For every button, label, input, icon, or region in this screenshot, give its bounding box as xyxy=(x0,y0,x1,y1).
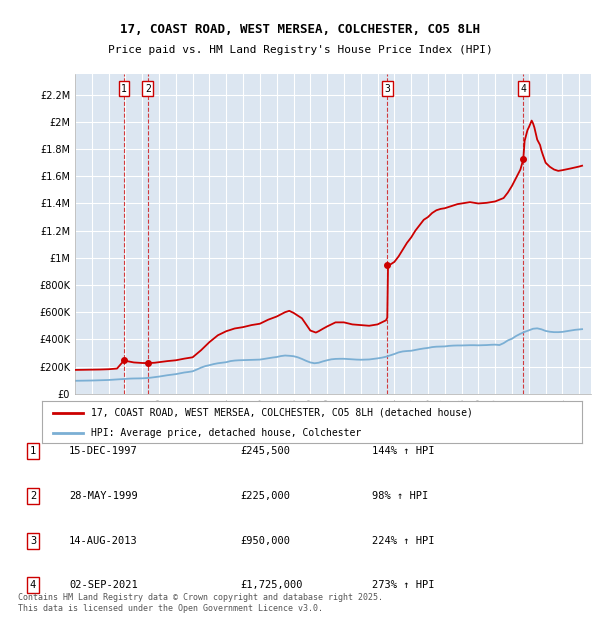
Text: 15-DEC-1997: 15-DEC-1997 xyxy=(69,446,138,456)
Text: 4: 4 xyxy=(520,84,526,94)
Text: £245,500: £245,500 xyxy=(240,446,290,456)
Text: £225,000: £225,000 xyxy=(240,491,290,501)
Text: 1: 1 xyxy=(30,446,36,456)
Text: 273% ↑ HPI: 273% ↑ HPI xyxy=(372,580,434,590)
Text: 28-MAY-1999: 28-MAY-1999 xyxy=(69,491,138,501)
Text: Contains HM Land Registry data © Crown copyright and database right 2025.
This d: Contains HM Land Registry data © Crown c… xyxy=(18,593,383,613)
Text: 224% ↑ HPI: 224% ↑ HPI xyxy=(372,536,434,546)
Text: 14-AUG-2013: 14-AUG-2013 xyxy=(69,536,138,546)
Text: 17, COAST ROAD, WEST MERSEA, COLCHESTER, CO5 8LH: 17, COAST ROAD, WEST MERSEA, COLCHESTER,… xyxy=(120,24,480,36)
Text: Price paid vs. HM Land Registry's House Price Index (HPI): Price paid vs. HM Land Registry's House … xyxy=(107,45,493,55)
Text: 3: 3 xyxy=(385,84,390,94)
Text: 2: 2 xyxy=(145,84,151,94)
Text: £1,725,000: £1,725,000 xyxy=(240,580,302,590)
Text: 4: 4 xyxy=(30,580,36,590)
Text: 2: 2 xyxy=(30,491,36,501)
Text: 3: 3 xyxy=(30,536,36,546)
Text: 1: 1 xyxy=(121,84,127,94)
Text: 98% ↑ HPI: 98% ↑ HPI xyxy=(372,491,428,501)
Text: 02-SEP-2021: 02-SEP-2021 xyxy=(69,580,138,590)
Text: 144% ↑ HPI: 144% ↑ HPI xyxy=(372,446,434,456)
Text: 17, COAST ROAD, WEST MERSEA, COLCHESTER, CO5 8LH (detached house): 17, COAST ROAD, WEST MERSEA, COLCHESTER,… xyxy=(91,408,472,418)
Text: HPI: Average price, detached house, Colchester: HPI: Average price, detached house, Colc… xyxy=(91,428,361,438)
Text: £950,000: £950,000 xyxy=(240,536,290,546)
